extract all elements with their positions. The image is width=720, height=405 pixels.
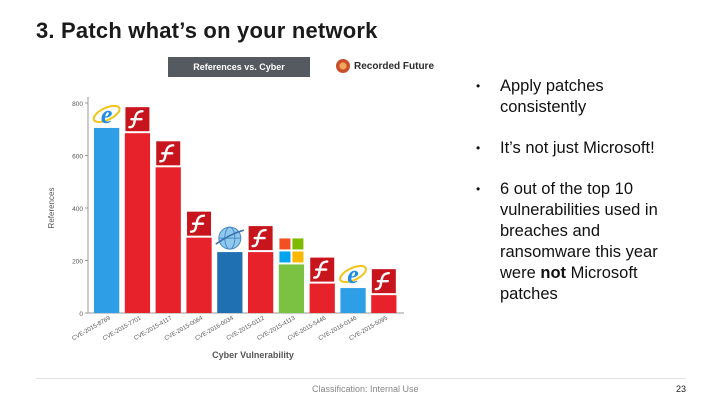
bullet-item: • Apply patches consistently (476, 76, 686, 118)
y-tick-label: 200 (72, 259, 83, 266)
bar (186, 237, 212, 313)
bar (124, 133, 151, 313)
flash-glyph (374, 271, 391, 291)
flash-icon (125, 107, 150, 132)
flash-icon (187, 211, 212, 236)
bar-chart: 0 200 400 600 800 References Cyber Vulnerabili… (47, 97, 404, 360)
y-tick-label: 600 (72, 154, 83, 161)
bullet-dot: • (476, 182, 481, 196)
flash-icon (310, 257, 335, 282)
y-tick-label: 800 (72, 101, 83, 108)
windows-icon (279, 238, 304, 263)
flash-glyph (313, 260, 329, 279)
bar (371, 295, 397, 313)
bullet-dot: • (476, 79, 481, 93)
bullet-text: 6 out of the top 10 vulnerabilities used… (500, 179, 686, 305)
x-axis-label: Cyber Vulnerability (212, 350, 294, 360)
classification-label: Classification: Internal Use (312, 384, 419, 394)
bullet-text: It’s not just Microsoft! (500, 139, 655, 157)
flash-glyph (128, 109, 144, 129)
bar (278, 264, 305, 313)
bullet-item: • It’s not just Microsoft! (476, 138, 686, 159)
flash-glyph (159, 144, 175, 163)
bullet-dot: • (476, 141, 481, 155)
globe-icon (215, 226, 245, 250)
y-tick-label: 400 (72, 206, 83, 213)
flash-icon (248, 226, 273, 251)
flash-icon (156, 141, 181, 166)
recorded-future-icon (336, 59, 350, 73)
windows-tile (292, 238, 304, 250)
ie-icon: e (92, 100, 121, 129)
windows-tile (279, 238, 291, 250)
bar (248, 252, 274, 313)
y-axis-label: References (47, 188, 56, 229)
bar (217, 252, 243, 313)
page-number: 23 (676, 384, 687, 394)
flash-glyph (251, 228, 267, 248)
globe-swoosh (215, 229, 245, 245)
ie-glyph: e (101, 100, 113, 129)
bullet-item: • 6 out of the top 10 vulnerabilities us… (476, 179, 686, 305)
bar (309, 283, 335, 313)
bar (155, 167, 181, 313)
y-tick-label: 0 (79, 311, 83, 318)
bullet-text-bold: not (540, 264, 567, 282)
bullet-text-pre: 6 out of the top 10 vulnerabilities used… (500, 180, 658, 282)
flash-icon (371, 269, 396, 294)
brand-name: Recorded Future (354, 60, 435, 72)
chart-panel: References vs. Cyber Vulnerability Recor… (40, 55, 440, 365)
windows-tile (279, 251, 291, 263)
bar (340, 288, 366, 313)
ie-glyph: e (347, 260, 359, 289)
ie-ring (92, 104, 121, 123)
windows-tile (292, 251, 304, 263)
bullet-list: • Apply patches consistently • It’s not … (476, 76, 686, 325)
ie-icon: e (339, 260, 367, 289)
brand-logo: Recorded Future (336, 59, 434, 73)
chart-title: References vs. Cyber Vulnerability (168, 57, 310, 92)
footer-divider (36, 378, 686, 379)
bullet-text-post: Microsoft patches (500, 264, 638, 303)
ie-ring (339, 265, 367, 284)
slide-title: 3. Patch what’s on your network (36, 18, 378, 43)
bar (94, 127, 120, 313)
flash-glyph (189, 214, 206, 233)
bullet-text: Apply patches consistently (500, 77, 604, 116)
